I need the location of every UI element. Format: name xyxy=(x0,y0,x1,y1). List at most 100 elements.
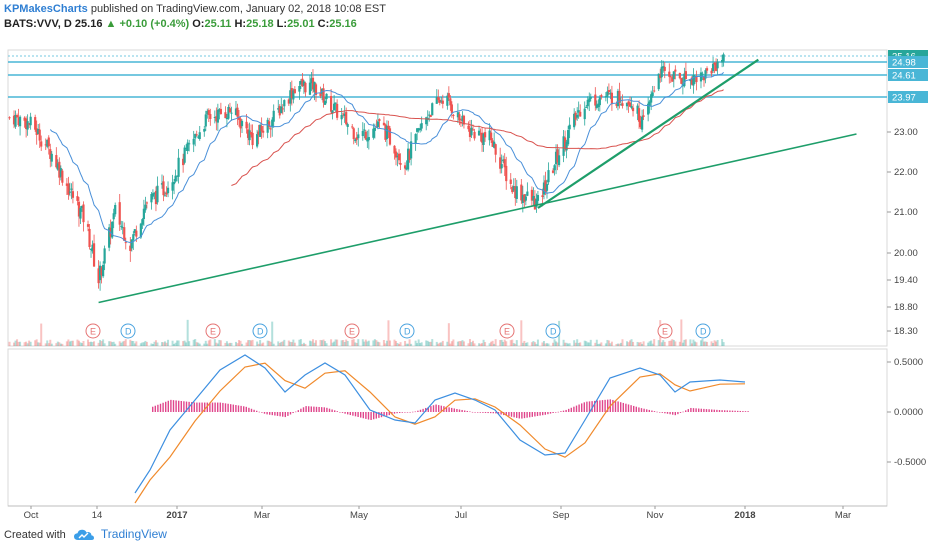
candle-body xyxy=(47,137,50,147)
volume-bar xyxy=(449,343,452,346)
candle-body xyxy=(103,248,106,264)
candle-body xyxy=(695,76,698,83)
macd-histogram-bar xyxy=(726,410,728,412)
candle-body xyxy=(394,151,398,158)
candle-body xyxy=(511,186,514,193)
candle-body xyxy=(198,132,201,140)
volume-bar xyxy=(692,339,695,346)
macd-histogram-bar xyxy=(373,412,375,420)
macd-histogram-bar xyxy=(539,412,541,416)
macd-histogram-bar xyxy=(617,401,619,412)
volume-bar xyxy=(160,342,163,346)
candle-body xyxy=(256,134,259,147)
candle-body xyxy=(446,95,449,106)
candle-body xyxy=(162,181,165,196)
volume-bar xyxy=(568,343,571,346)
macd-histogram-bar xyxy=(544,412,546,415)
event-flag-label: D xyxy=(700,327,707,337)
volume-bar xyxy=(456,341,459,346)
volume-bar xyxy=(378,342,381,346)
macd-histogram-bar xyxy=(594,400,596,412)
candle-body xyxy=(627,101,630,105)
macd-histogram-bar xyxy=(289,412,292,415)
tradingview-brand[interactable]: TradingView xyxy=(100,527,167,541)
candle-body xyxy=(357,134,360,139)
macd-histogram-bar xyxy=(310,406,312,412)
candle-body xyxy=(541,195,544,197)
macd-histogram-bar xyxy=(191,402,193,412)
chart-header: KPMakesCharts published on TradingView.c… xyxy=(4,2,924,34)
macd-histogram-bar xyxy=(196,402,198,412)
candle-body xyxy=(662,66,665,69)
macd-histogram-bar xyxy=(648,409,650,412)
candle-body xyxy=(118,202,121,225)
candle-body xyxy=(610,92,614,105)
volume-bar xyxy=(680,319,683,346)
volume-bar xyxy=(65,341,68,346)
candle-body xyxy=(515,186,518,199)
volume-bar xyxy=(479,343,482,346)
volume-bar xyxy=(301,343,304,346)
candle-body xyxy=(166,187,170,194)
volume-bar xyxy=(70,340,73,346)
volume-bar xyxy=(648,341,651,346)
macd-histogram-bar xyxy=(687,409,689,412)
volume-bar xyxy=(230,342,233,346)
candle-body xyxy=(114,205,117,215)
candle-body xyxy=(607,90,610,92)
candle-body xyxy=(583,108,586,120)
volume-bar xyxy=(324,341,327,346)
volume-bar xyxy=(472,340,475,346)
macd-histogram-bar xyxy=(445,406,448,412)
macd-histogram-bar xyxy=(323,407,325,412)
candle-body xyxy=(298,85,301,92)
macd-histogram-bar xyxy=(152,406,154,412)
candle-body xyxy=(289,90,292,104)
volume-bar xyxy=(398,343,401,346)
event-flag-label: D xyxy=(125,327,132,337)
candle-body xyxy=(124,242,127,244)
candle-body xyxy=(604,96,607,98)
macd-histogram-bar xyxy=(362,412,364,419)
volume-bar xyxy=(515,340,518,346)
candle-body xyxy=(331,110,334,114)
volume-bar xyxy=(219,340,222,346)
candle-body xyxy=(293,89,296,94)
macd-histogram-bar xyxy=(742,411,744,412)
candle-body xyxy=(397,153,401,161)
candle-body xyxy=(585,106,588,108)
candle-body xyxy=(218,109,221,112)
volume-bar xyxy=(651,343,654,346)
time-tick-label: Mar xyxy=(254,510,270,521)
time-tick-label: 2017 xyxy=(166,510,187,521)
candle-body xyxy=(680,78,683,84)
candle-body xyxy=(333,103,336,110)
candle-body xyxy=(573,113,576,128)
volume-bar xyxy=(502,341,505,346)
volume-bar xyxy=(173,343,176,346)
candle-body xyxy=(361,131,364,137)
volume-bar xyxy=(156,342,159,346)
author-link[interactable]: KPMakesCharts xyxy=(4,3,88,15)
volume-bar xyxy=(266,340,269,346)
volume-bar xyxy=(46,340,49,346)
candle-body xyxy=(280,106,283,114)
volume-bar xyxy=(38,342,41,346)
volume-bar xyxy=(139,343,142,346)
volume-bar xyxy=(384,343,387,346)
volume-bar xyxy=(188,341,191,346)
volume-bar xyxy=(171,340,174,346)
volume-bar xyxy=(429,341,432,346)
candle-body xyxy=(660,66,663,78)
volume-bar xyxy=(17,341,20,346)
volume-bar xyxy=(340,340,343,346)
low-value: 25.01 xyxy=(287,18,315,30)
candle-body xyxy=(699,72,703,82)
volume-bar xyxy=(410,343,413,346)
macd-histogram-bar xyxy=(209,402,211,412)
macd-histogram-bar xyxy=(451,407,453,412)
macd-histogram-bar xyxy=(518,412,520,419)
volume-bar xyxy=(695,342,698,346)
candle-body xyxy=(262,130,265,133)
